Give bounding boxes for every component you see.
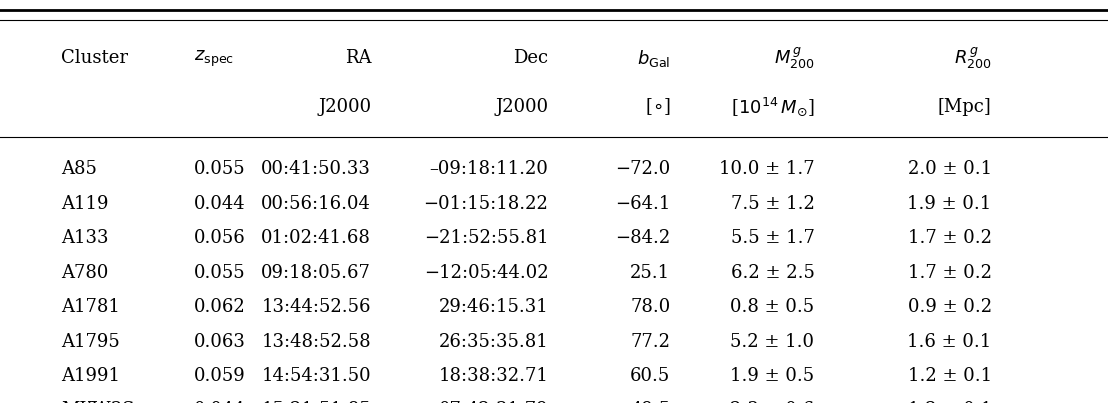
Text: RA: RA	[345, 50, 371, 67]
Text: 6.2 ± 2.5: 6.2 ± 2.5	[730, 264, 814, 282]
Text: −21:52:55.81: −21:52:55.81	[424, 229, 548, 247]
Text: 13:48:52.58: 13:48:52.58	[261, 332, 371, 351]
Text: [Mpc]: [Mpc]	[937, 98, 992, 116]
Text: A1781: A1781	[61, 298, 120, 316]
Text: 0.8 ± 0.5: 0.8 ± 0.5	[730, 298, 814, 316]
Text: 07:42:31.79: 07:42:31.79	[439, 401, 548, 403]
Text: 10.0 ± 1.7: 10.0 ± 1.7	[719, 160, 814, 178]
Text: 0.9 ± 0.2: 0.9 ± 0.2	[907, 298, 992, 316]
Text: A1991: A1991	[61, 367, 120, 385]
Text: A85: A85	[61, 160, 96, 178]
Text: 1.6 ± 0.1: 1.6 ± 0.1	[907, 332, 992, 351]
Text: Dec: Dec	[513, 50, 548, 67]
Text: 01:02:41.68: 01:02:41.68	[261, 229, 371, 247]
Text: 49.5: 49.5	[630, 401, 670, 403]
Text: −84.2: −84.2	[615, 229, 670, 247]
Text: 1.9 ± 0.1: 1.9 ± 0.1	[907, 195, 992, 213]
Text: [$10^{14}\,M_{\odot}$]: [$10^{14}\,M_{\odot}$]	[731, 96, 814, 118]
Text: 7.5 ± 1.2: 7.5 ± 1.2	[730, 195, 814, 213]
Text: 25.1: 25.1	[630, 264, 670, 282]
Text: 0.055: 0.055	[194, 264, 246, 282]
Text: J2000: J2000	[495, 98, 548, 116]
Text: MKW3S: MKW3S	[61, 401, 134, 403]
Text: 5.2 ± 1.0: 5.2 ± 1.0	[730, 332, 814, 351]
Text: $z_{\rm spec}$: $z_{\rm spec}$	[194, 48, 234, 69]
Text: 15:21:51.85: 15:21:51.85	[261, 401, 371, 403]
Text: 78.0: 78.0	[630, 298, 670, 316]
Text: 1.2 ± 0.1: 1.2 ± 0.1	[907, 401, 992, 403]
Text: 1.7 ± 0.2: 1.7 ± 0.2	[907, 264, 992, 282]
Text: J2000: J2000	[318, 98, 371, 116]
Text: 0.063: 0.063	[194, 332, 246, 351]
Text: 60.5: 60.5	[630, 367, 670, 385]
Text: 77.2: 77.2	[630, 332, 670, 351]
Text: 1.7 ± 0.2: 1.7 ± 0.2	[907, 229, 992, 247]
Text: A780: A780	[61, 264, 109, 282]
Text: $M^{\,g}_{200}$: $M^{\,g}_{200}$	[773, 46, 814, 71]
Text: A133: A133	[61, 229, 109, 247]
Text: 5.5 ± 1.7: 5.5 ± 1.7	[730, 229, 814, 247]
Text: 09:18:05.67: 09:18:05.67	[261, 264, 371, 282]
Text: −01:15:18.22: −01:15:18.22	[423, 195, 548, 213]
Text: 1.9 ± 0.5: 1.9 ± 0.5	[730, 367, 814, 385]
Text: $b_{\rm Gal}$: $b_{\rm Gal}$	[637, 48, 670, 69]
Text: 0.056: 0.056	[194, 229, 246, 247]
Text: $R^{\,g}_{200}$: $R^{\,g}_{200}$	[954, 46, 992, 71]
Text: 29:46:15.31: 29:46:15.31	[439, 298, 548, 316]
Text: A119: A119	[61, 195, 109, 213]
Text: −12:05:44.02: −12:05:44.02	[424, 264, 548, 282]
Text: 00:56:16.04: 00:56:16.04	[261, 195, 371, 213]
Text: −64.1: −64.1	[615, 195, 670, 213]
Text: 0.044: 0.044	[194, 195, 246, 213]
Text: 13:44:52.56: 13:44:52.56	[261, 298, 371, 316]
Text: 00:41:50.33: 00:41:50.33	[261, 160, 371, 178]
Text: 1.2 ± 0.1: 1.2 ± 0.1	[907, 367, 992, 385]
Text: 0.059: 0.059	[194, 367, 246, 385]
Text: −72.0: −72.0	[615, 160, 670, 178]
Text: 2.0 ± 0.1: 2.0 ± 0.1	[907, 160, 992, 178]
Text: 2.3 ± 0.6: 2.3 ± 0.6	[730, 401, 814, 403]
Text: 26:35:35.81: 26:35:35.81	[439, 332, 548, 351]
Text: Cluster: Cluster	[61, 50, 127, 67]
Text: 0.062: 0.062	[194, 298, 246, 316]
Text: 0.055: 0.055	[194, 160, 246, 178]
Text: 0.044: 0.044	[194, 401, 246, 403]
Text: –09:18:11.20: –09:18:11.20	[430, 160, 548, 178]
Text: 14:54:31.50: 14:54:31.50	[261, 367, 371, 385]
Text: A1795: A1795	[61, 332, 120, 351]
Text: [$\circ$]: [$\circ$]	[645, 96, 670, 117]
Text: 18:38:32.71: 18:38:32.71	[439, 367, 548, 385]
